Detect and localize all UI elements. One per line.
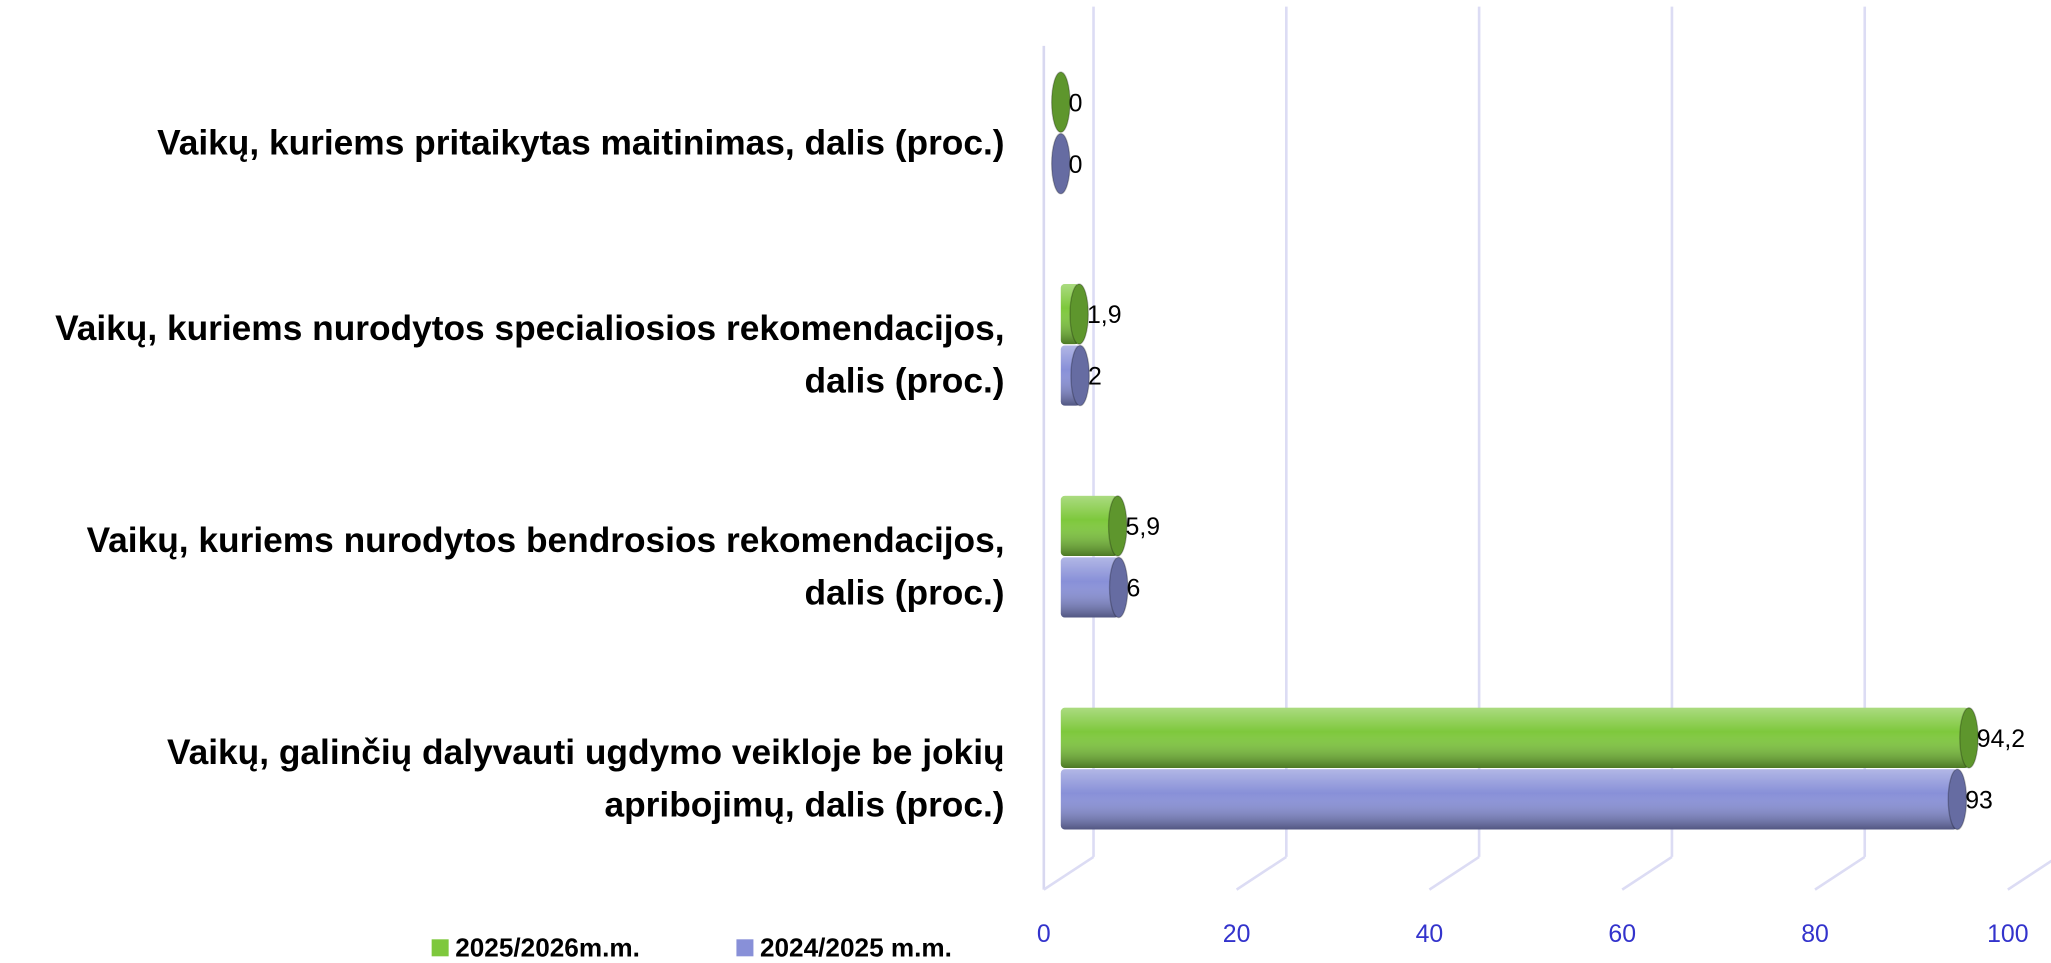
value-label: 94,2 bbox=[1977, 726, 2025, 753]
value-label: 2 bbox=[1088, 364, 1102, 391]
x-tick-label: 80 bbox=[1801, 921, 1829, 948]
bar bbox=[1060, 556, 1129, 619]
bar bbox=[1051, 71, 1071, 133]
x-tick-label: 20 bbox=[1223, 921, 1251, 948]
bar bbox=[1060, 768, 1968, 831]
bar bbox=[1060, 707, 1979, 769]
legend-label: 2024/2025 m.m. bbox=[760, 932, 952, 962]
x-tick-label: 100 bbox=[1987, 921, 2028, 948]
category-label: Vaikų, galinčių dalyvauti ugdymo veikloj… bbox=[167, 733, 1005, 824]
floor-line bbox=[1428, 855, 1480, 891]
value-label: 5,9 bbox=[1126, 514, 1161, 541]
bar bbox=[1060, 495, 1128, 557]
legend-swatch bbox=[431, 939, 449, 957]
x-tick-label: 40 bbox=[1416, 921, 1444, 948]
x-tick-label: 0 bbox=[1037, 921, 1051, 948]
value-label: 6 bbox=[1127, 576, 1141, 603]
x-tick-label: 60 bbox=[1608, 921, 1636, 948]
floor-line bbox=[1814, 855, 1866, 891]
floor-line bbox=[2007, 859, 2051, 891]
category-label: Vaikų, kuriems nurodytos specialiosios r… bbox=[55, 309, 1004, 400]
category-label: Vaikų, kuriems pritaikytas maitinimas, d… bbox=[157, 123, 1004, 162]
value-label: 0 bbox=[1069, 90, 1083, 117]
bar bbox=[1060, 344, 1090, 407]
floor-line bbox=[1043, 855, 1095, 891]
bar bbox=[1051, 132, 1071, 195]
value-label: 0 bbox=[1069, 152, 1083, 179]
legend-swatch bbox=[736, 939, 754, 957]
value-label: 1,9 bbox=[1087, 302, 1122, 329]
floor-line bbox=[1621, 855, 1673, 891]
value-label: 93 bbox=[1965, 788, 1993, 815]
bar bbox=[1060, 283, 1089, 345]
category-label: Vaikų, kuriems nurodytos bendrosios reko… bbox=[87, 521, 1005, 612]
legend-label: 2025/2026m.m. bbox=[455, 932, 640, 962]
floor-line bbox=[1235, 855, 1288, 891]
